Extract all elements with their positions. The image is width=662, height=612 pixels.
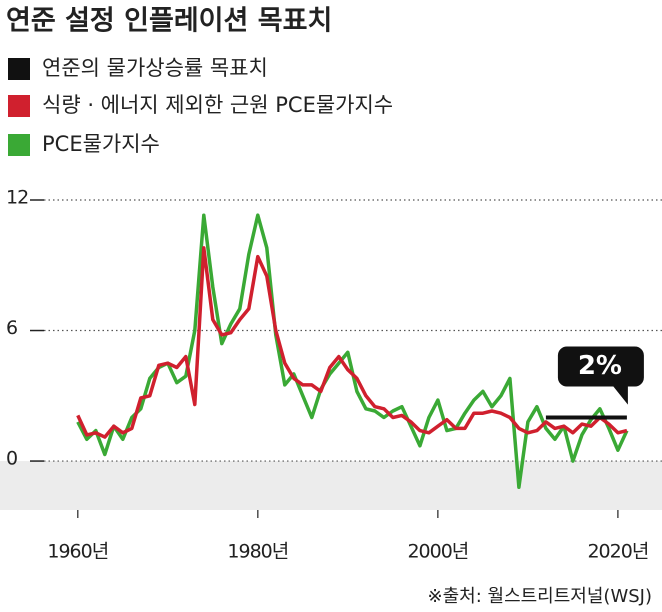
legend-label: 연준의 물가상승률 목표치 — [42, 56, 268, 80]
x-tick-label: 1960년 — [47, 541, 108, 563]
chart-title: 연준 설정 인플레이션 목표치 — [6, 6, 332, 37]
annotation: 2% — [578, 351, 622, 381]
line-series — [76, 213, 629, 489]
x-tick-label: 2020년 — [587, 541, 648, 563]
y-tick-label: 12 — [6, 187, 28, 209]
source: ※출처: 월스트리트저널(WSJ) — [428, 586, 652, 607]
legend-swatch — [8, 134, 30, 156]
legend-label: 식량 · 에너지 제외한 근원 PCE물가지수 — [42, 93, 393, 117]
x-tick-label: 2000년 — [407, 541, 468, 563]
callout-bubble — [555, 344, 646, 411]
x-tick-label: 1980년 — [227, 541, 288, 563]
legend-label: PCE물가지수 — [42, 132, 160, 156]
legend-swatch — [8, 95, 30, 117]
y-tick-label: 6 — [6, 317, 17, 339]
below-zero-band — [0, 461, 662, 510]
legend-swatch — [8, 58, 30, 80]
line-series — [76, 246, 628, 439]
y-tick-label: 0 — [6, 448, 17, 470]
